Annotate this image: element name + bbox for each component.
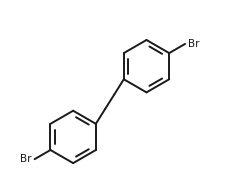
Text: Br: Br [20,154,31,164]
Text: Br: Br [188,39,200,49]
